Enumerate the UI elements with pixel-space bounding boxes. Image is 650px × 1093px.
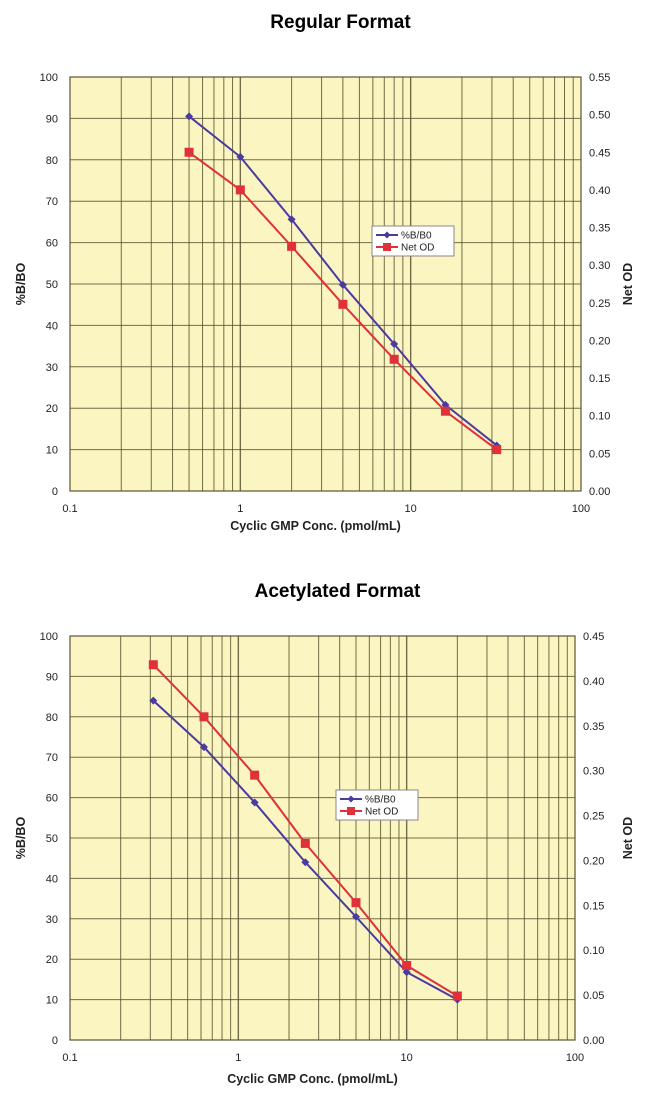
data-point-net-od (338, 299, 348, 309)
x-tick-label: 0.1 (62, 1052, 77, 1064)
y2-axis-label: Net OD (621, 817, 635, 859)
x-axis-label: Cyclic GMP Conc. (pmol/mL) (227, 1072, 398, 1086)
y2-tick-label: 0.25 (589, 298, 610, 310)
chart-1: Regular Format 0 10 20 30 40 50 60 70 80 90 100 0.00… (14, 12, 635, 533)
data-point-b-b0 (199, 743, 208, 752)
y-tick-label: 30 (46, 914, 58, 926)
y2-tick-label: 0.05 (583, 990, 604, 1002)
y2-tick-label: 0.55 (589, 72, 610, 84)
data-point-b-b0 (185, 112, 194, 121)
y2-tick-label: 0.35 (589, 223, 610, 235)
data-point-net-od (235, 185, 245, 195)
x-tick-label: 100 (566, 1052, 584, 1064)
y-tick-label: 80 (46, 155, 58, 167)
y-tick-label: 70 (46, 752, 58, 764)
y-tick-label: 50 (46, 833, 58, 845)
data-point-net-od (351, 898, 361, 908)
y2-tick-label: 0.10 (589, 411, 610, 423)
chart-2: Acetylated Format 0 10 20 30 40 50 60 70 80 90 100 0… (14, 581, 635, 1086)
x-axis-label: Cyclic GMP Conc. (pmol/mL) (230, 519, 401, 533)
y2-tick-label: 0.15 (589, 373, 610, 385)
y2-tick-label: 0.15 (583, 900, 604, 912)
y2-tick-label: 0.20 (589, 335, 610, 347)
y-tick-label: 90 (46, 671, 58, 683)
x-tick-label: 1 (235, 1052, 241, 1064)
y2-tick-label: 0.50 (589, 110, 610, 122)
y2-tick-label: 0.25 (583, 811, 604, 823)
y-axis-label: %B/BO (14, 817, 28, 860)
y-tick-label: 80 (46, 712, 58, 724)
data-point-net-od (148, 660, 158, 670)
y-tick-label: 100 (40, 72, 58, 84)
data-point-net-od (402, 960, 412, 970)
data-point-net-od (452, 991, 462, 1001)
y2-tick-label: 0.00 (583, 1035, 604, 1047)
y-tick-label: 70 (46, 196, 58, 208)
legend-label: Net OD (365, 807, 398, 818)
x-tick-label: 100 (572, 503, 590, 515)
data-point-net-od (440, 406, 450, 416)
data-point-b-b0 (149, 696, 158, 705)
legend-marker (383, 243, 391, 251)
chart-title: Regular Format (270, 12, 411, 33)
data-point-net-od (250, 770, 260, 780)
y2-tick-label: 0.40 (589, 185, 610, 197)
x-tick-label: 10 (405, 503, 417, 515)
legend-marker (383, 231, 391, 239)
y2-axis-label: Net OD (621, 263, 635, 305)
y-tick-label: 50 (46, 279, 58, 291)
data-point-b-b0 (287, 215, 296, 224)
data-point-net-od (389, 354, 399, 364)
data-point-net-od (300, 838, 310, 848)
y-tick-label: 90 (46, 113, 58, 125)
y-tick-label: 30 (46, 362, 58, 374)
y2-tick-label: 0.45 (589, 147, 610, 159)
y2-tick-label: 0.10 (583, 945, 604, 957)
y-tick-label: 20 (46, 954, 58, 966)
x-tick-label: 10 (401, 1052, 413, 1064)
legend-label: %B/B0 (401, 231, 432, 242)
y-tick-label: 60 (46, 793, 58, 805)
data-point-net-od (492, 445, 502, 455)
y-tick-label: 40 (46, 873, 58, 885)
data-point-b-b0 (351, 912, 360, 921)
y-tick-label: 10 (46, 995, 58, 1007)
data-point-net-od (184, 147, 194, 157)
data-point-b-b0 (390, 340, 399, 349)
y2-tick-label: 0.05 (589, 448, 610, 460)
data-point-net-od (287, 241, 297, 251)
y-tick-label: 100 (40, 631, 58, 643)
y-tick-label: 60 (46, 238, 58, 250)
y2-tick-label: 0.00 (589, 486, 610, 498)
y2-tick-label: 0.30 (583, 766, 604, 778)
chart-title: Acetylated Format (255, 581, 421, 602)
data-point-b-b0 (301, 858, 310, 867)
x-tick-label: 1 (237, 503, 243, 515)
y2-tick-label: 0.20 (583, 855, 604, 867)
y-tick-label: 0 (52, 1035, 58, 1047)
legend-label: %B/B0 (365, 795, 396, 806)
y2-tick-label: 0.40 (583, 676, 604, 688)
y-tick-label: 40 (46, 320, 58, 332)
y2-tick-label: 0.35 (583, 721, 604, 733)
y-tick-label: 10 (46, 445, 58, 457)
data-point-b-b0 (402, 968, 411, 977)
data-point-b-b0 (250, 798, 259, 807)
legend-marker (347, 807, 355, 815)
data-point-b-b0 (236, 152, 245, 161)
legend-label: Net OD (401, 243, 434, 254)
legend-marker (347, 795, 355, 803)
y2-tick-label: 0.45 (583, 631, 604, 643)
data-point-b-b0 (338, 280, 347, 289)
y2-tick-label: 0.30 (589, 260, 610, 272)
y-tick-label: 20 (46, 403, 58, 415)
y-axis-label: %B/BO (14, 263, 28, 306)
data-point-net-od (199, 712, 209, 722)
x-tick-label: 0.1 (62, 503, 77, 515)
y-tick-label: 0 (52, 486, 58, 498)
